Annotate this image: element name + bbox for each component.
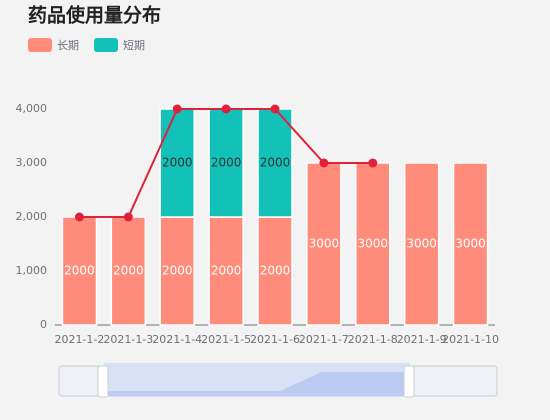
y-tick-label: 3,000 [16,156,48,169]
zoom-preview [104,372,410,396]
bar [110,216,147,326]
line-point [123,212,133,222]
line-point [74,212,84,222]
legend-swatch [94,38,118,52]
x-tick-label: 2021-1-10 [442,333,499,346]
line-point [172,104,182,114]
x-tick-label: 2021-1-4 [152,333,202,346]
bar [61,216,98,326]
x-tick-label: 2021-1-2 [54,333,104,346]
data-label: 2000 [64,264,95,278]
data-label: 2000 [113,264,144,278]
data-label: 3000 [406,237,437,251]
line-point [221,104,231,114]
x-tick-label: 2021-1-9 [397,333,447,346]
y-tick-label: 2,000 [16,210,48,223]
chart-title: 药品使用量分布 [28,4,161,27]
data-label: 2000 [260,264,291,278]
x-tick-label: 2021-1-7 [299,333,349,346]
bar [257,216,293,326]
x-tick-label: 2021-1-3 [103,333,153,346]
data-zoom[interactable] [58,363,498,398]
data-label: 3000 [358,237,389,251]
zoom-handle[interactable] [403,365,415,398]
line-point [368,158,378,168]
x-tick-label: 2021-1-5 [201,333,251,346]
data-label: 2000 [211,264,242,278]
legend-swatch [28,38,52,52]
bar [257,108,293,218]
bar [208,108,244,218]
y-tick-label: 0 [40,318,47,331]
bar [452,162,489,326]
bar [403,162,440,326]
legend-label: 短期 [123,38,145,52]
bar [306,162,342,326]
data-label: 2000 [162,156,193,170]
y-tick-label: 1,000 [16,264,48,277]
zoom-handle[interactable] [97,365,109,398]
data-label: 3000 [455,237,486,251]
line-point [319,158,329,168]
data-label: 2000 [260,156,291,170]
legend-label: 长期 [57,39,79,52]
line-point [270,104,280,114]
data-label: 3000 [309,237,340,251]
data-label: 2000 [211,156,242,170]
data-label: 2000 [162,264,193,278]
y-tick-label: 4,000 [16,102,48,115]
x-tick-label: 2021-1-8 [348,333,398,346]
x-tick-label: 2021-1-6 [250,333,300,346]
